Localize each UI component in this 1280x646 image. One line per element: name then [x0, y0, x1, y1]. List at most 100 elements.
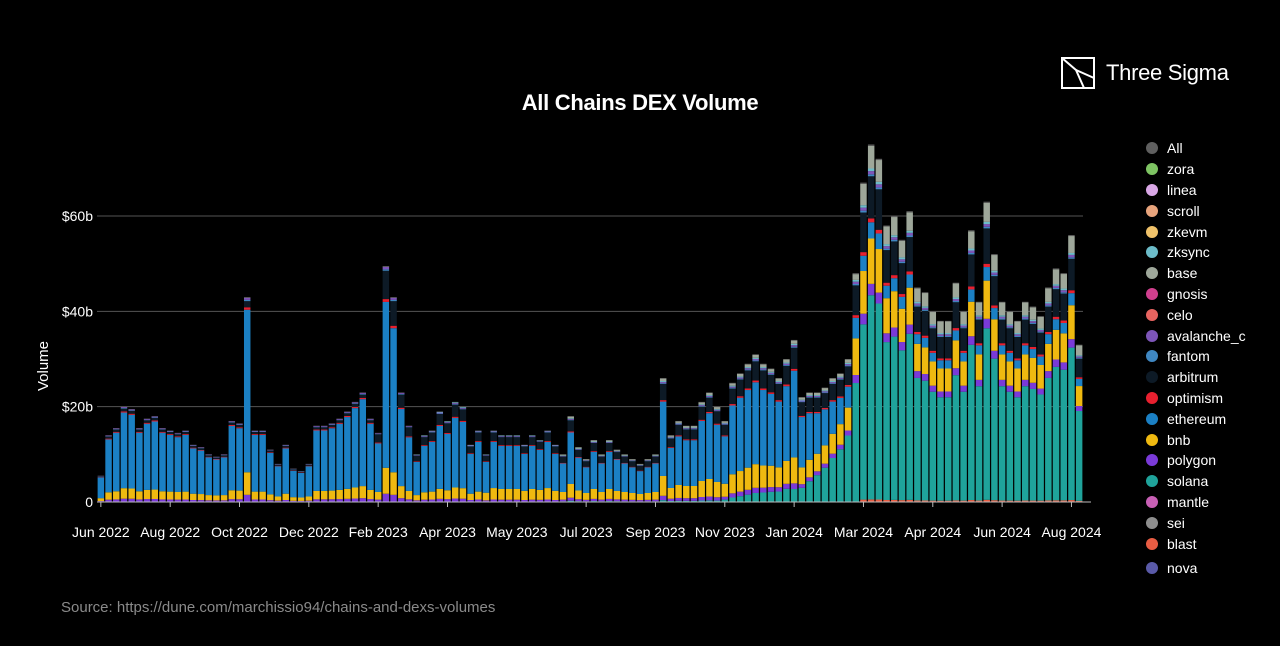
- bar-segment-bnb: [267, 494, 274, 501]
- bar-segment-zksync: [752, 357, 759, 359]
- legend-item-zora[interactable]: zora: [1146, 159, 1246, 180]
- bar-segment-polygon: [606, 498, 613, 502]
- bar-segment-base: [860, 183, 867, 206]
- bar-segment-fantom: [436, 413, 444, 414]
- bar-segment-polygon: [968, 336, 975, 345]
- bar-segment-blast: [1075, 500, 1083, 502]
- bar-segment-fantom: [736, 378, 744, 380]
- bar-segment-All: [1068, 235, 1075, 237]
- bar-segment-zksync: [914, 301, 921, 304]
- bar-segment-avalanche_c: [937, 334, 944, 336]
- legend-item-polygon[interactable]: polygon: [1146, 450, 1246, 471]
- bar-segment-avalanche_c: [344, 411, 351, 413]
- bar-segment-blast: [1060, 500, 1067, 502]
- bar-segment-polygon: [960, 385, 967, 392]
- bar-segment-polygon: [1006, 385, 1014, 392]
- legend-item-linea[interactable]: linea: [1146, 180, 1246, 201]
- bar-segment-optimism: [852, 315, 859, 318]
- legend-item-gnosis[interactable]: gnosis: [1146, 284, 1246, 305]
- legend-item-optimism[interactable]: optimism: [1146, 388, 1246, 409]
- bar-segment-polygon: [621, 499, 628, 502]
- bar-segment-avalanche_c: [513, 436, 521, 437]
- bar-segment-solana: [837, 449, 844, 502]
- bar-segment-ethereum: [482, 461, 490, 493]
- bar-segment-solana: [998, 386, 1006, 501]
- bar-segment-ethereum: [1068, 293, 1075, 306]
- bar-segment-solana: [659, 500, 667, 502]
- bar-segment-bnb: [151, 489, 159, 499]
- legend-item-mantle[interactable]: mantle: [1146, 492, 1246, 513]
- bar-segment-arbitrum: [891, 241, 898, 276]
- legend-item-arbitrum[interactable]: arbitrum: [1146, 367, 1246, 388]
- bar-segment-bnb: [729, 474, 736, 494]
- bar: [251, 430, 259, 502]
- bar-segment-ethereum: [459, 421, 467, 489]
- legend-item-blast[interactable]: blast: [1146, 533, 1246, 554]
- bar-segment-optimism: [1045, 331, 1052, 335]
- legend-item-All[interactable]: All: [1146, 138, 1246, 159]
- bar-segment-optimism: [128, 413, 135, 415]
- bar: [713, 406, 721, 502]
- source-link[interactable]: Source: https://dune.com/marchissio94/ch…: [61, 599, 496, 616]
- legend-item-zkevm[interactable]: zkevm: [1146, 221, 1246, 242]
- bar-segment-solana: [775, 491, 782, 502]
- bar-segment-ethereum: [914, 334, 921, 344]
- bar-segment-polygon: [359, 498, 366, 502]
- bar-segment-ethereum: [1045, 334, 1052, 344]
- bar-segment-arbitrum: [968, 254, 975, 287]
- bar-segment-arbitrum: [883, 250, 890, 283]
- bar-segment-solana: [991, 358, 998, 501]
- legend-item-sei[interactable]: sei: [1146, 512, 1246, 533]
- bar-segment-base: [690, 426, 698, 428]
- bar-segment-base: [729, 383, 736, 386]
- bar-segment-fantom: [1060, 292, 1067, 294]
- legend-item-scroll[interactable]: scroll: [1146, 200, 1246, 221]
- bar-segment-avalanche_c: [837, 377, 844, 379]
- bar-segment-zksync: [536, 440, 544, 441]
- bar-segment-base: [1052, 269, 1060, 285]
- bar-segment-ethereum: [1006, 352, 1014, 362]
- bar-segment-polygon: [467, 500, 474, 502]
- legend-item-bnb[interactable]: bnb: [1146, 429, 1246, 450]
- legend-item-base[interactable]: base: [1146, 263, 1246, 284]
- bar: [459, 406, 467, 502]
- legend-dot: [1146, 371, 1158, 384]
- bar-segment-optimism: [166, 434, 174, 435]
- bar: [313, 425, 320, 502]
- bar-segment-bnb: [829, 433, 836, 454]
- bar-segment-bnb: [991, 319, 998, 351]
- bar: [960, 311, 967, 502]
- bar-segment-All: [991, 254, 998, 256]
- legend-item-fantom[interactable]: fantom: [1146, 346, 1246, 367]
- bar-segment-zksync: [675, 422, 682, 424]
- bar: [128, 409, 135, 502]
- bar-segment-fantom: [960, 327, 967, 329]
- bar-segment-bnb: [867, 238, 875, 284]
- bar-segment-polygon: [636, 500, 644, 502]
- legend-item-avalanche_c[interactable]: avalanche_c: [1146, 325, 1246, 346]
- bar-segment-bnb: [998, 354, 1006, 380]
- bar-segment-arbitrum: [991, 276, 998, 306]
- bar-segment-bnb: [1037, 364, 1044, 389]
- bar-segment-All: [1075, 344, 1083, 346]
- bar-segment-bnb: [837, 424, 844, 445]
- legend-item-celo[interactable]: celo: [1146, 304, 1246, 325]
- legend-dot: [1146, 391, 1158, 404]
- bar-segment-optimism: [590, 451, 598, 452]
- bar-segment-polygon: [459, 498, 467, 502]
- bar-segment-ethereum: [652, 463, 659, 492]
- legend-item-solana[interactable]: solana: [1146, 471, 1246, 492]
- bar-segment-optimism: [613, 458, 621, 460]
- legend-item-nova[interactable]: nova: [1146, 558, 1246, 579]
- bar-segment-fantom: [937, 335, 944, 337]
- legend-item-ethereum[interactable]: ethereum: [1146, 408, 1246, 429]
- bar-segment-bnb: [929, 361, 937, 386]
- legend-item-zksync[interactable]: zksync: [1146, 242, 1246, 263]
- bar-segment-polygon: [652, 499, 659, 502]
- bar-segment-solana: [783, 488, 790, 502]
- bar-segment-avalanche_c: [321, 426, 328, 427]
- bar-segment-base: [575, 447, 582, 449]
- bar-segment-avalanche_c: [944, 334, 952, 336]
- x-tick-label: Aug 2024: [1041, 524, 1101, 540]
- bar-segment-ethereum: [182, 434, 189, 492]
